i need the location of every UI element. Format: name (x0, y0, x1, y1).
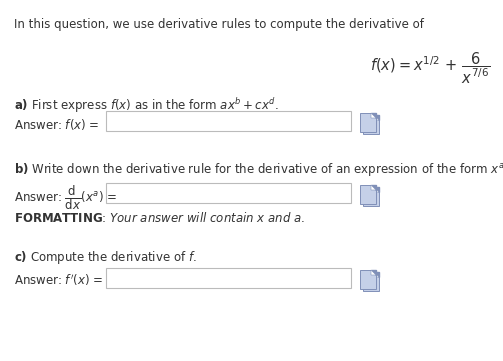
FancyBboxPatch shape (106, 183, 351, 203)
Text: $\mathbf{b)}$ Write down the derivative rule for the derivative of an expression: $\mathbf{b)}$ Write down the derivative … (14, 161, 503, 178)
Text: Answer: $f(x)$ =: Answer: $f(x)$ = (14, 117, 100, 132)
Polygon shape (374, 115, 379, 120)
Polygon shape (374, 187, 379, 192)
FancyBboxPatch shape (360, 185, 376, 204)
Text: $\mathbf{c)}$ Compute the derivative of $f$.: $\mathbf{c)}$ Compute the derivative of … (14, 249, 197, 266)
Text: $\mathbf{FORMATTING}$: $\mathit{Your\ answer\ will\ contain}$ $\mathit{x}$ $\mat: $\mathbf{FORMATTING}$: $\mathit{Your\ an… (14, 211, 305, 225)
FancyBboxPatch shape (106, 268, 351, 288)
FancyBboxPatch shape (360, 113, 376, 132)
Polygon shape (374, 115, 379, 120)
Text: $\mathbf{a)}$ First express $f(x)$ as in the form $ax^b + cx^d$.: $\mathbf{a)}$ First express $f(x)$ as in… (14, 96, 279, 115)
FancyBboxPatch shape (363, 115, 379, 134)
Polygon shape (371, 113, 376, 118)
Polygon shape (371, 185, 376, 190)
Text: $f(x) = x^{1/2}\, +\, \dfrac{6}{x^{7/6}}$: $f(x) = x^{1/2}\, +\, \dfrac{6}{x^{7/6}}… (370, 51, 490, 86)
FancyBboxPatch shape (360, 270, 376, 289)
Polygon shape (374, 272, 379, 277)
FancyBboxPatch shape (363, 272, 379, 291)
Polygon shape (371, 113, 376, 118)
Polygon shape (371, 270, 376, 275)
Polygon shape (371, 185, 376, 190)
Text: Answer: $f'(x)$ =: Answer: $f'(x)$ = (14, 273, 103, 288)
Polygon shape (374, 272, 379, 277)
Text: In this question, we use derivative rules to compute the derivative of: In this question, we use derivative rule… (14, 18, 424, 31)
Text: Answer: $\dfrac{\mathrm{d}}{\mathrm{d}x}(x^a)$ =: Answer: $\dfrac{\mathrm{d}}{\mathrm{d}x}… (14, 184, 117, 212)
FancyBboxPatch shape (106, 111, 351, 131)
Polygon shape (371, 270, 376, 275)
FancyBboxPatch shape (363, 187, 379, 206)
Polygon shape (374, 187, 379, 192)
